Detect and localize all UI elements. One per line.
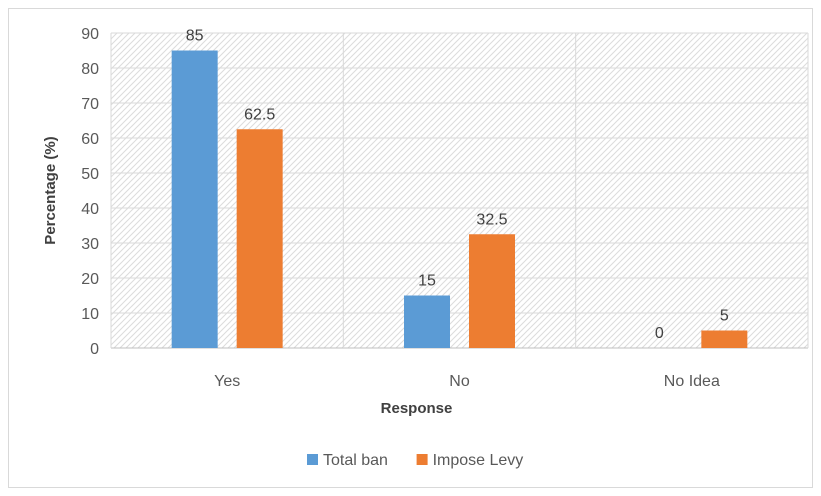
y-axis-ticks: 0 10 20 30 40 50 60 70 80 90 [81, 26, 99, 358]
legend: Total ban Impose Levy [307, 452, 523, 469]
y-tick-label: 20 [81, 271, 99, 288]
y-tick-label: 90 [81, 26, 99, 43]
x-axis-title: Response [381, 400, 453, 417]
y-tick-label: 0 [90, 341, 99, 358]
x-tick-label: No [449, 373, 470, 390]
data-label: 5 [720, 308, 729, 325]
legend-label: Impose Levy [433, 452, 524, 469]
bar-chart: 85 62.5 15 32.5 0 5 0 10 20 30 40 50 60 70 80 90 Yes No… [42, 26, 809, 469]
y-tick-label: 80 [81, 61, 99, 78]
legend-label: Total ban [323, 452, 388, 469]
y-tick-label: 60 [81, 131, 99, 148]
bars [171, 50, 748, 348]
gridlines [110, 32, 809, 349]
y-tick-label: 10 [81, 306, 99, 323]
y-tick-label: 70 [81, 96, 99, 113]
y-axis-title: Percentage (%) [42, 136, 59, 244]
legend-swatch [416, 454, 428, 465]
data-label: 85 [186, 28, 204, 45]
y-tick-label: 30 [81, 236, 99, 253]
data-label: 32.5 [476, 211, 507, 228]
x-tick-label: No Idea [664, 373, 720, 390]
data-label: 0 [655, 325, 664, 342]
bar-impose-levy-yes [236, 129, 283, 348]
x-tick-label: Yes [214, 373, 240, 390]
chart-frame: 85 62.5 15 32.5 0 5 0 10 20 30 40 50 60 70 80 90 Yes No… [8, 8, 813, 488]
plot-area [111, 33, 808, 348]
data-label: 62.5 [244, 106, 275, 123]
bar-total-ban-yes [171, 50, 218, 348]
bar-impose-levy-no-idea [701, 330, 748, 348]
x-axis-ticks: Yes No No Idea [214, 373, 720, 390]
data-label: 15 [418, 273, 436, 290]
y-tick-label: 40 [81, 201, 99, 218]
y-tick-label: 50 [81, 166, 99, 183]
data-labels: 85 62.5 15 32.5 0 5 [186, 28, 729, 343]
bar-total-ban-no [404, 295, 450, 348]
legend-swatch [307, 454, 318, 465]
bar-impose-levy-no [469, 234, 515, 348]
